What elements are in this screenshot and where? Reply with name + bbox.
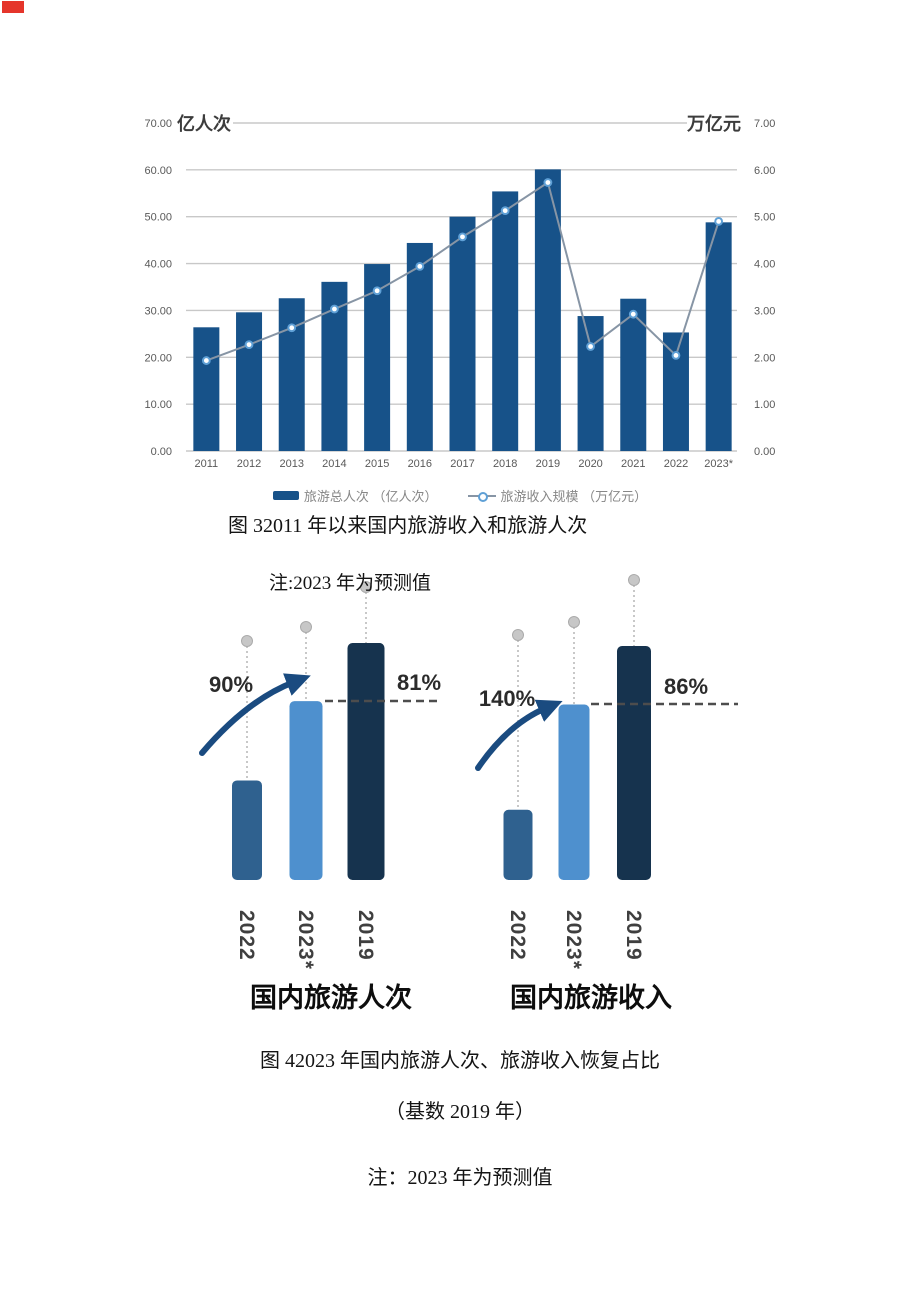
fig3-x-label: 2014 bbox=[322, 458, 346, 470]
fig3-bar-2011 bbox=[193, 327, 220, 451]
fig3-right-tick: 3.00 bbox=[754, 305, 775, 317]
fig3-right-tick: 7.00 bbox=[754, 118, 775, 130]
fig3-line-marker bbox=[586, 342, 595, 351]
fig3-bar-2012 bbox=[236, 312, 263, 451]
fig4-growth-label: 90% bbox=[209, 672, 253, 697]
fig4-bar-2022 bbox=[232, 780, 262, 880]
fig3-x-label: 2021 bbox=[621, 458, 645, 470]
fig4-growth-arrow bbox=[199, 673, 311, 756]
fig3-left-tick: 20.00 bbox=[144, 352, 172, 364]
fig4-subcaption: （基数 2019 年） bbox=[385, 1101, 535, 1123]
fig3-line-marker bbox=[671, 351, 681, 360]
fig3-line-marker bbox=[287, 323, 297, 333]
fig3-legend: 旅游总人次 （亿人次） 旅游收入规模 （万亿元） bbox=[0, 486, 920, 505]
fig3-line-marker bbox=[244, 340, 254, 350]
fig4-recovery-label: 86% bbox=[664, 674, 708, 699]
fig3-x-label: 2016 bbox=[408, 458, 432, 470]
fig3-right-tick: 2.00 bbox=[754, 352, 775, 364]
fig3-x-label: 2013 bbox=[279, 458, 303, 470]
fig4-year-label: 2022 bbox=[235, 910, 258, 961]
fig3-left-tick: 60.00 bbox=[144, 165, 172, 177]
fig3-x-label: 2022 bbox=[664, 458, 688, 470]
fig3-x-label: 2020 bbox=[578, 458, 602, 470]
fig3-line-marker bbox=[500, 206, 510, 216]
fig4-group2-title: 国内旅游收入 bbox=[510, 983, 672, 1013]
fig4-year-label: 2019 bbox=[622, 910, 645, 961]
fig4-year-label: 2022 bbox=[506, 910, 529, 961]
fig3-line-marker bbox=[543, 178, 553, 187]
fig4-bar-2022 bbox=[503, 809, 533, 880]
fig3-x-label: 2017 bbox=[450, 458, 474, 470]
fig3-x-label: 2011 bbox=[195, 458, 219, 470]
fig3-left-tick: 30.00 bbox=[144, 305, 172, 317]
fig4-growth-label: 140% bbox=[479, 686, 535, 711]
red-corner-marker bbox=[2, 1, 24, 13]
fig4-pin-circle bbox=[360, 581, 372, 593]
fig3-bar-2019 bbox=[534, 169, 561, 452]
fig4-note: 注：2023 年为预测值 bbox=[367, 1167, 553, 1189]
fig3-x-label: 2019 bbox=[536, 458, 560, 470]
fig4-group1-title: 国内旅游人次 bbox=[250, 983, 412, 1013]
fig3-line-marker bbox=[714, 217, 724, 226]
fig3-line-marker bbox=[201, 356, 211, 365]
fig3-right-tick: 0.00 bbox=[754, 446, 775, 458]
fig3-left-tick: 10.00 bbox=[144, 399, 172, 411]
fig4-growth-arrow bbox=[475, 699, 563, 771]
fig3-bar-2016 bbox=[406, 242, 433, 451]
fig3-line-marker bbox=[330, 304, 339, 314]
fig3-bar-2022 bbox=[662, 332, 689, 451]
fig3-caption: 图 32011 年以来国内旅游收入和旅游人次 bbox=[228, 515, 588, 537]
fig3-legend-bar-label: 旅游总人次 （亿人次） bbox=[303, 489, 438, 504]
fig3-bar-2018 bbox=[492, 191, 519, 451]
fig4-pin-circle bbox=[512, 629, 524, 641]
fig3-bar-2021 bbox=[620, 298, 647, 451]
fig3-x-label: 2012 bbox=[237, 458, 261, 470]
fig3-right-tick: 5.00 bbox=[754, 212, 775, 224]
fig4-bar-2019 bbox=[617, 646, 651, 880]
fig4-bar-2019 bbox=[347, 643, 385, 880]
fig3-left-tick: 50.00 bbox=[144, 212, 172, 224]
fig3-right-tick: 4.00 bbox=[754, 259, 775, 271]
fig4-pin-circle bbox=[568, 616, 580, 628]
line-series-marker-icon bbox=[467, 491, 496, 502]
fig4-caption: 图 42023 年国内旅游人次、旅游收入恢复占比 bbox=[260, 1050, 660, 1072]
fig3-bar-2013 bbox=[278, 298, 305, 451]
fig3-left-axis-unit: 亿人次 bbox=[177, 113, 231, 134]
fig3-left-tick: 0.00 bbox=[151, 446, 172, 458]
fig4-year-label: 2023* bbox=[294, 910, 317, 970]
fig3-legend-item-line: 旅游收入规模 （万亿元） bbox=[467, 486, 648, 505]
fig3-line-marker bbox=[458, 232, 467, 242]
fig4-pin-circle bbox=[300, 621, 312, 633]
fig4-year-label: 2023* bbox=[562, 910, 585, 970]
fig4-recovery-label: 81% bbox=[397, 670, 441, 695]
fig3-line-marker bbox=[415, 261, 425, 271]
fig3-note: 注:2023 年为预测值 bbox=[269, 573, 432, 594]
fig3-right-tick: 6.00 bbox=[754, 165, 775, 177]
fig3-left-tick: 70.00 bbox=[144, 118, 172, 130]
fig3-legend-item-bar: 旅游总人次 （亿人次） bbox=[272, 486, 438, 505]
bar-series-swatch-icon bbox=[272, 491, 299, 500]
fig3-line-marker bbox=[628, 309, 638, 319]
fig3-x-label: 2015 bbox=[365, 458, 389, 470]
fig4-pin-circle bbox=[241, 635, 253, 647]
fig3-x-label: 2018 bbox=[493, 458, 517, 470]
fig3-left-tick: 40.00 bbox=[144, 259, 172, 271]
fig3-right-tick: 1.00 bbox=[754, 399, 775, 411]
fig4-year-label: 2019 bbox=[354, 910, 377, 961]
fig4-bar-2023* bbox=[558, 704, 590, 880]
fig3-bar-2023* bbox=[705, 222, 732, 451]
fig3-bar-2017 bbox=[449, 216, 476, 451]
fig3-line-marker bbox=[372, 286, 382, 296]
fig4-bar-2023* bbox=[289, 701, 323, 880]
fig4-pin-circle bbox=[628, 574, 640, 586]
fig3-x-label: 2023* bbox=[704, 458, 733, 470]
fig3-legend-line-label: 旅游收入规模 （万亿元） bbox=[500, 489, 648, 504]
fig3-bar-2020 bbox=[577, 316, 604, 451]
fig3-right-axis-unit: 万亿元 bbox=[686, 113, 741, 134]
